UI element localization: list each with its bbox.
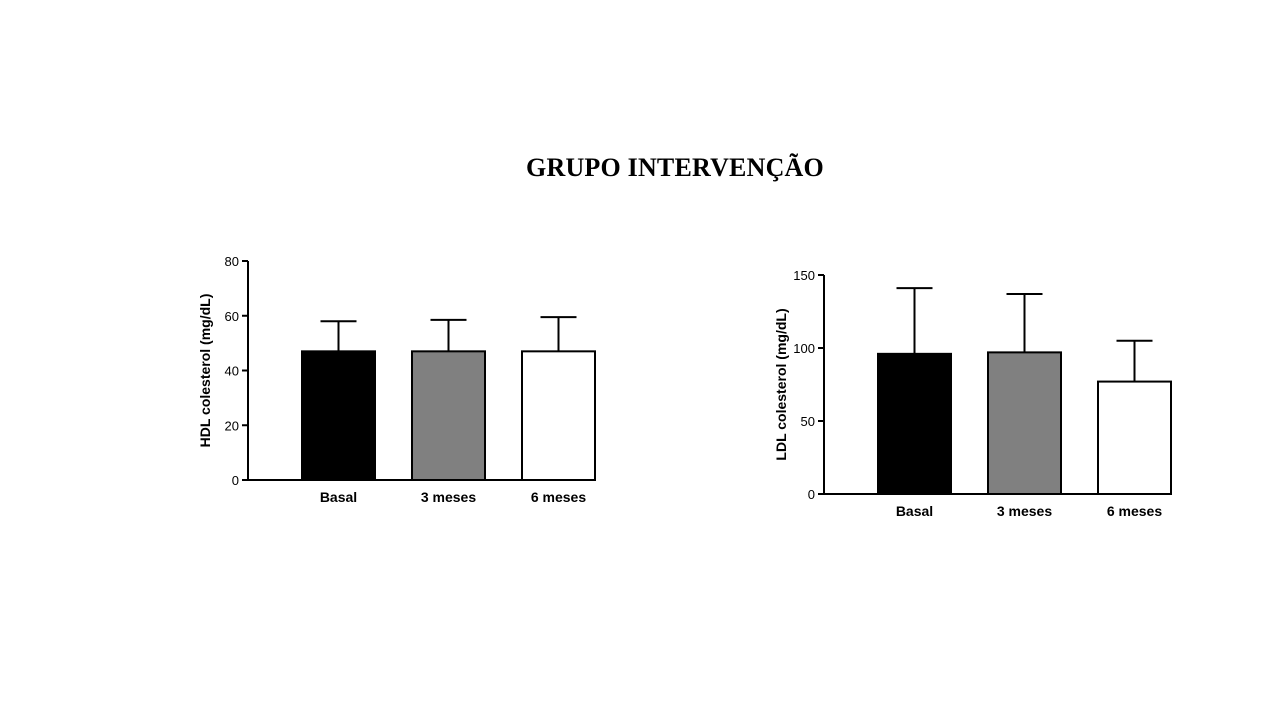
- bar-3-meses: [411, 350, 486, 482]
- y-tick-label: 40: [225, 364, 239, 379]
- y-axis-title: HDL colesterol (mg/dL): [197, 294, 213, 448]
- hdl-bar-chart: 0 20 40 60 80 Basal 3 meses 6 meses HDL colester…: [197, 254, 596, 505]
- page-title: GRUPO INTERVENÇÃO: [526, 153, 824, 182]
- ldl-bar-chart: 0 50 100 150 Basal 3 meses 6 meses LDL colester…: [773, 268, 1172, 519]
- y-tick-label: 60: [225, 309, 239, 324]
- y-tick-label: 80: [225, 254, 239, 269]
- bar-basal: [301, 350, 376, 482]
- y-tick-label: 0: [808, 487, 815, 502]
- y-tick-label: 20: [225, 418, 239, 433]
- category-label: Basal: [320, 489, 357, 505]
- bar-6-meses: [521, 350, 596, 482]
- category-label: Basal: [896, 503, 933, 519]
- category-label: 3 meses: [997, 503, 1052, 519]
- y-tick-label: 50: [801, 414, 815, 429]
- y-tick-label: 0: [232, 473, 239, 488]
- category-label: 6 meses: [1107, 503, 1162, 519]
- category-label: 6 meses: [531, 489, 586, 505]
- bar-basal: [877, 352, 952, 495]
- y-tick-label: 150: [793, 268, 815, 283]
- y-axis-title: LDL colesterol (mg/dL): [773, 308, 789, 460]
- category-label: 3 meses: [421, 489, 476, 505]
- bar-3-meses: [987, 351, 1062, 495]
- y-tick-label: 100: [793, 341, 815, 356]
- bar-6-meses: [1097, 380, 1172, 495]
